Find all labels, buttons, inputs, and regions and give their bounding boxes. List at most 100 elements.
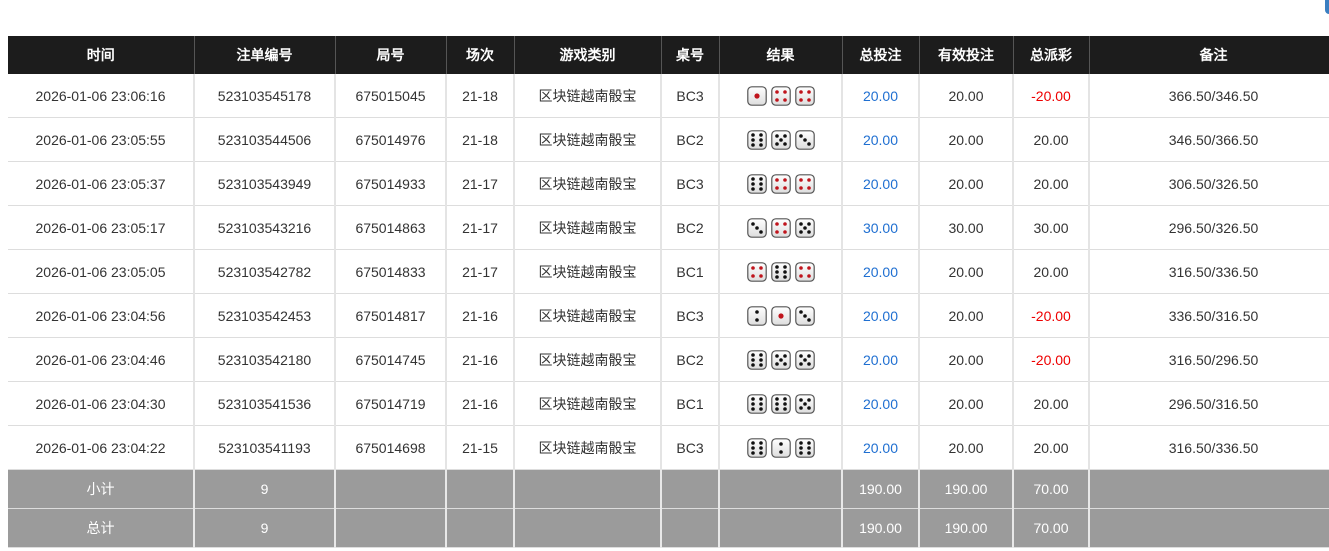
dice-4-icon [794, 261, 815, 282]
cell-total-bet: 20.00 [842, 249, 920, 294]
cell-result [719, 381, 843, 426]
cell-session: 21-17 [446, 161, 515, 206]
empty-cell [514, 508, 662, 548]
header-table-no: 桌号 [661, 36, 720, 74]
dice-3-icon [794, 129, 815, 150]
dice-6-icon [794, 437, 815, 458]
empty-cell [719, 508, 843, 548]
table-row: 2026-01-06 23:06:16 523103545178 675015045… [8, 74, 1329, 118]
cell-note: 316.50/296.50 [1089, 337, 1329, 382]
cell-game-type: 区块链越南骰宝 [514, 117, 662, 162]
cell-total-payout: 20.00 [1013, 425, 1090, 470]
dice-4-icon [770, 173, 791, 194]
cell-note: 316.50/336.50 [1089, 425, 1329, 470]
cell-table-no: BC3 [661, 74, 720, 118]
subtotal-valid: 190.00 [919, 469, 1014, 509]
dice-6-icon [746, 349, 767, 370]
cell-total-payout: 20.00 [1013, 117, 1090, 162]
cell-session: 21-15 [446, 425, 515, 470]
cell-result [719, 425, 843, 470]
cell-valid-bet: 20.00 [919, 74, 1014, 118]
cell-game-type: 区块链越南骰宝 [514, 381, 662, 426]
header-session: 场次 [446, 36, 515, 74]
dice-5-icon [794, 217, 815, 238]
cell-total-bet: 20.00 [842, 337, 920, 382]
cell-bet-id: 523103541536 [194, 381, 336, 426]
dice-5-icon [770, 349, 791, 370]
dice-4-icon [794, 173, 815, 194]
table-row: 2026-01-06 23:04:22 523103541193 675014698… [8, 425, 1329, 470]
dice-6-icon [746, 393, 767, 414]
header-time: 时间 [8, 36, 195, 74]
cell-round: 675014698 [335, 425, 447, 470]
cell-total-payout: 20.00 [1013, 381, 1090, 426]
total-valid: 190.00 [919, 508, 1014, 548]
cell-round: 675014863 [335, 205, 447, 250]
cell-game-type: 区块链越南骰宝 [514, 161, 662, 206]
cell-bet-id: 523103542180 [194, 337, 336, 382]
cell-note: 366.50/346.50 [1089, 74, 1329, 118]
dice-4-icon [746, 261, 767, 282]
cell-total-payout: -20.00 [1013, 74, 1090, 118]
dice-4-icon [794, 85, 815, 106]
cell-valid-bet: 20.00 [919, 337, 1014, 382]
cell-total-payout: -20.00 [1013, 337, 1090, 382]
cell-valid-bet: 20.00 [919, 117, 1014, 162]
cell-note: 296.50/316.50 [1089, 381, 1329, 426]
dice-3-icon [794, 305, 815, 326]
cell-table-no: BC1 [661, 249, 720, 294]
header-round: 局号 [335, 36, 447, 74]
bet-records-table: 时间 注单编号 局号 场次 游戏类别 桌号 结果 总投注 有效投注 总派彩 备注 2026-01-0… [8, 36, 1329, 548]
cell-game-type: 区块链越南骰宝 [514, 205, 662, 250]
dice-6-icon [770, 393, 791, 414]
subtotal-count: 9 [194, 469, 336, 509]
empty-cell [719, 469, 843, 509]
cell-time: 2026-01-06 23:04:46 [8, 337, 195, 382]
cell-round: 675015045 [335, 74, 447, 118]
header-valid-bet: 有效投注 [919, 36, 1014, 74]
subtotal-bet: 190.00 [842, 469, 920, 509]
cell-total-bet: 20.00 [842, 381, 920, 426]
cell-bet-id: 523103543949 [194, 161, 336, 206]
cell-table-no: BC3 [661, 293, 720, 338]
cell-valid-bet: 30.00 [919, 205, 1014, 250]
cell-valid-bet: 20.00 [919, 293, 1014, 338]
table-row: 2026-01-06 23:05:55 523103544506 675014976… [8, 117, 1329, 162]
dice-6-icon [746, 437, 767, 458]
cell-bet-id: 523103544506 [194, 117, 336, 162]
cell-table-no: BC1 [661, 381, 720, 426]
cell-time: 2026-01-06 23:06:16 [8, 74, 195, 118]
cell-total-payout: -20.00 [1013, 293, 1090, 338]
table-row: 2026-01-06 23:05:37 523103543949 675014933… [8, 161, 1329, 206]
cell-game-type: 区块链越南骰宝 [514, 74, 662, 118]
cell-session: 21-18 [446, 74, 515, 118]
cell-result [719, 337, 843, 382]
cell-valid-bet: 20.00 [919, 249, 1014, 294]
header-game-type: 游戏类别 [514, 36, 662, 74]
cell-time: 2026-01-06 23:04:30 [8, 381, 195, 426]
cell-result [719, 205, 843, 250]
cell-table-no: BC3 [661, 425, 720, 470]
cell-round: 675014745 [335, 337, 447, 382]
total-payout: 70.00 [1013, 508, 1090, 548]
empty-cell [661, 508, 720, 548]
cell-round: 675014976 [335, 117, 447, 162]
dice-6-icon [770, 261, 791, 282]
cell-round: 675014817 [335, 293, 447, 338]
total-label: 总计 [8, 508, 195, 548]
cell-session: 21-17 [446, 205, 515, 250]
cell-note: 316.50/336.50 [1089, 249, 1329, 294]
header-note: 备注 [1089, 36, 1329, 74]
cell-game-type: 区块链越南骰宝 [514, 249, 662, 294]
cell-valid-bet: 20.00 [919, 381, 1014, 426]
cell-note: 346.50/366.50 [1089, 117, 1329, 162]
cell-total-payout: 20.00 [1013, 249, 1090, 294]
cell-session: 21-16 [446, 293, 515, 338]
cell-result [719, 161, 843, 206]
cell-game-type: 区块链越南骰宝 [514, 425, 662, 470]
total-bet: 190.00 [842, 508, 920, 548]
cell-result [719, 249, 843, 294]
scrollbar-edge[interactable] [1325, 0, 1329, 14]
cell-round: 675014933 [335, 161, 447, 206]
cell-bet-id: 523103541193 [194, 425, 336, 470]
